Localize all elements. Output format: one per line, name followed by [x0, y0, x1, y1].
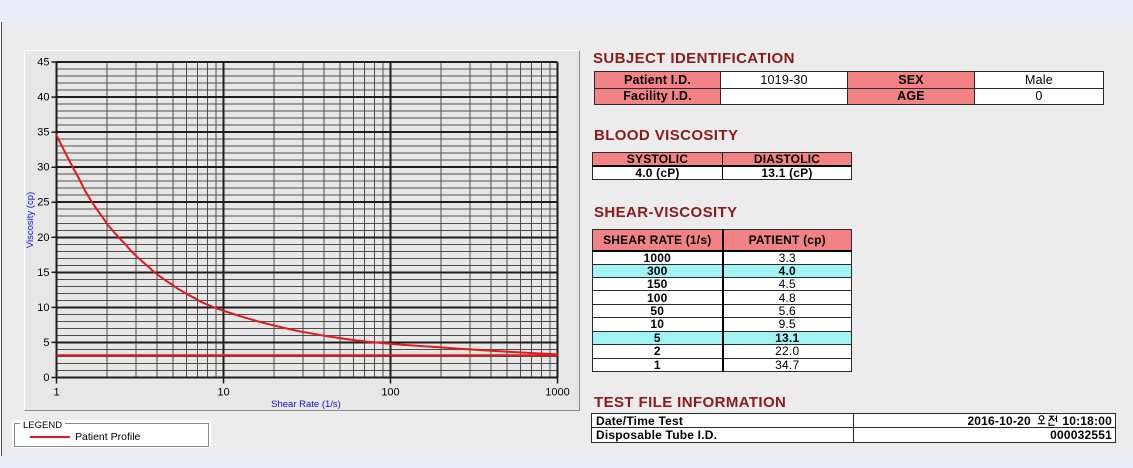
svg-text:20: 20 — [37, 232, 49, 244]
svg-text:40: 40 — [37, 92, 49, 104]
svg-text:5: 5 — [43, 337, 49, 349]
svg-text:1: 1 — [53, 387, 59, 399]
svg-text:30: 30 — [37, 162, 49, 174]
svg-text:Viscosity (cp): Viscosity (cp) — [25, 192, 36, 248]
svg-text:15: 15 — [37, 267, 49, 279]
svg-text:10: 10 — [217, 387, 229, 399]
svg-text:10: 10 — [37, 302, 49, 314]
svg-text:25: 25 — [37, 197, 49, 209]
svg-text:45: 45 — [37, 57, 49, 69]
svg-text:Shear Rate (1/s): Shear Rate (1/s) — [271, 399, 341, 410]
svg-text:35: 35 — [37, 127, 49, 139]
svg-text:100: 100 — [381, 387, 399, 399]
svg-text:0: 0 — [43, 372, 49, 384]
svg-text:1000: 1000 — [545, 387, 569, 399]
